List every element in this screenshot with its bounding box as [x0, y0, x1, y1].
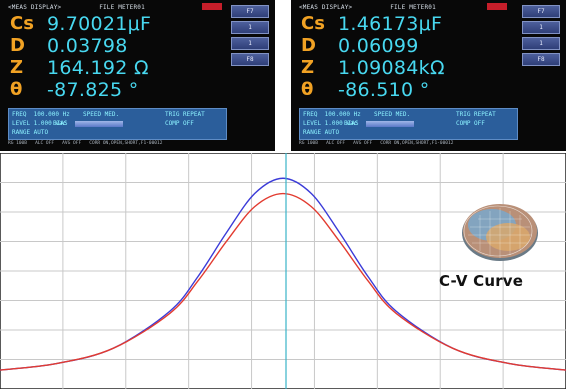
param-value-theta: -87.825 ° — [47, 79, 139, 101]
softkey-2[interactable]: 1 — [231, 21, 269, 34]
param-value-z: 164.192 Ω — [47, 57, 149, 79]
param-label-theta: θ — [10, 79, 23, 100]
param-label-d: D — [301, 35, 316, 56]
param-value-theta: -86.510 ° — [338, 79, 430, 101]
param-value-z: 1.09084kΩ — [338, 57, 445, 79]
param-value-d: 0.03798 — [47, 35, 128, 57]
chart-title: C-V Curve — [439, 272, 524, 290]
param-value-cs: 1.46173μF — [338, 13, 443, 35]
bias-setting[interactable]: BIAS — [53, 120, 68, 127]
status-footer: RG 100B ALC OFF AVG OFF CORR ON,OPEN,SHO… — [8, 141, 163, 146]
chart-series — [0, 177, 566, 371]
range-setting[interactable]: RANGE AUTO — [303, 129, 340, 136]
bias-setting[interactable]: BIAS — [344, 120, 359, 127]
param-label-cs: Cs — [301, 13, 325, 34]
header-file: FILE METER01 — [99, 4, 145, 11]
softkey-4[interactable]: F8 — [231, 53, 269, 66]
range-setting[interactable]: RANGE AUTO — [12, 129, 49, 136]
softkey-4[interactable]: F8 — [522, 53, 560, 66]
param-value-cs: 9.70021μF — [47, 13, 152, 35]
param-label-z: Z — [10, 57, 24, 78]
softkey-2[interactable]: 1 — [522, 21, 560, 34]
level-setting[interactable]: LEVEL 1.000 Vac — [303, 120, 358, 127]
header: <MEAS DISPLAY> FILE METER01 — [8, 4, 145, 11]
softkey-column: F7 1 1 F8 — [522, 5, 560, 69]
cv-chart — [0, 153, 566, 389]
softkey-column: F7 1 1 F8 — [231, 5, 269, 69]
softkey-3[interactable]: 1 — [522, 37, 560, 50]
trig-setting[interactable]: TRIG REPEAT — [165, 111, 205, 118]
param-label-d: D — [10, 35, 25, 56]
speed-setting[interactable]: SPEED MED. — [83, 111, 120, 118]
header-title: <MEAS DISPLAY> — [299, 4, 353, 11]
meter-screen-left: <MEAS DISPLAY> FILE METER01 F7 1 1 F8 Cs… — [0, 0, 275, 151]
status-badge — [487, 3, 507, 10]
bias-bar[interactable] — [75, 121, 123, 127]
trig-setting[interactable]: TRIG REPEAT — [456, 111, 496, 118]
comp-setting[interactable]: COMP OFF — [165, 120, 194, 127]
speed-setting[interactable]: SPEED MED. — [374, 111, 411, 118]
param-label-cs: Cs — [10, 13, 34, 34]
softkey-1[interactable]: F7 — [522, 5, 560, 18]
level-setting[interactable]: LEVEL 1.000 Vac — [12, 120, 67, 127]
series-line-2 — [0, 192, 566, 371]
status-footer: RG 100B ALC OFF AVG OFF CORR ON,OPEN,SHO… — [299, 141, 454, 146]
header-file: FILE METER01 — [390, 4, 436, 11]
chart-grid — [0, 153, 566, 389]
settings-panel: FREQ 100.000 Hz SPEED MED. TRIG REPEAT L… — [8, 108, 227, 140]
softkey-1[interactable]: F7 — [231, 5, 269, 18]
param-label-z: Z — [301, 57, 315, 78]
meter-screen-right: <MEAS DISPLAY> FILE METER01 F7 1 1 F8 Cs… — [291, 0, 566, 151]
status-badge — [202, 3, 222, 10]
settings-panel: FREQ 100.000 Hz SPEED MED. TRIG REPEAT L… — [299, 108, 518, 140]
comp-setting[interactable]: COMP OFF — [456, 120, 485, 127]
header-title: <MEAS DISPLAY> — [8, 4, 62, 11]
bias-bar[interactable] — [366, 121, 414, 127]
header: <MEAS DISPLAY> FILE METER01 — [299, 4, 436, 11]
freq-setting[interactable]: FREQ 100.000 Hz — [12, 111, 70, 118]
param-value-d: 0.06099 — [338, 35, 419, 57]
wafer-icon — [462, 204, 538, 261]
param-label-theta: θ — [301, 79, 314, 100]
freq-setting[interactable]: FREQ 100.000 Hz — [303, 111, 361, 118]
softkey-3[interactable]: 1 — [231, 37, 269, 50]
